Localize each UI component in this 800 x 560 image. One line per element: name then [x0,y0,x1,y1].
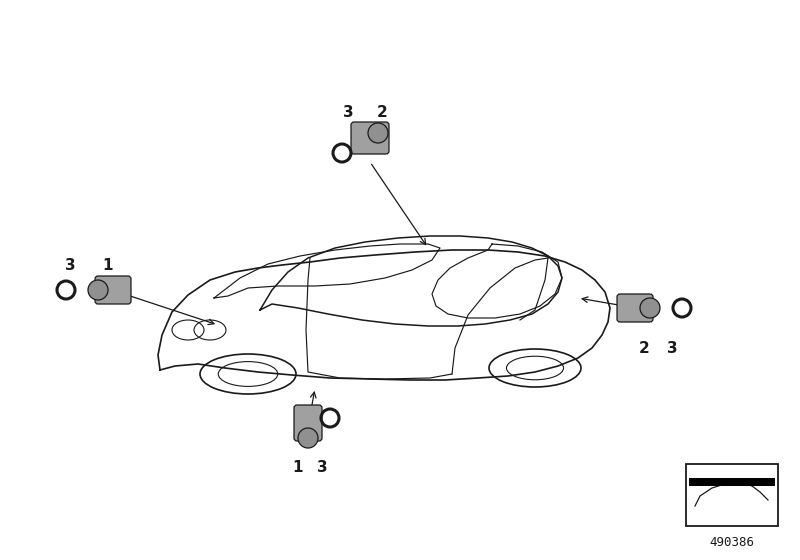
Text: 490386: 490386 [710,536,754,549]
Text: 3: 3 [65,258,75,273]
Text: 3: 3 [317,460,327,475]
Ellipse shape [640,298,660,318]
FancyBboxPatch shape [351,122,389,154]
Ellipse shape [368,123,388,143]
Text: 3: 3 [666,340,678,356]
Text: 1: 1 [102,258,114,273]
FancyBboxPatch shape [95,276,131,304]
Bar [686,464,778,526]
Text: 2: 2 [377,105,387,119]
Text: 1: 1 [293,460,303,475]
Ellipse shape [88,280,108,300]
Ellipse shape [298,428,318,448]
Text: 2: 2 [638,340,650,356]
FancyBboxPatch shape [617,294,653,322]
Text: 3: 3 [342,105,354,119]
Bar [689,478,775,486]
FancyBboxPatch shape [294,405,322,441]
